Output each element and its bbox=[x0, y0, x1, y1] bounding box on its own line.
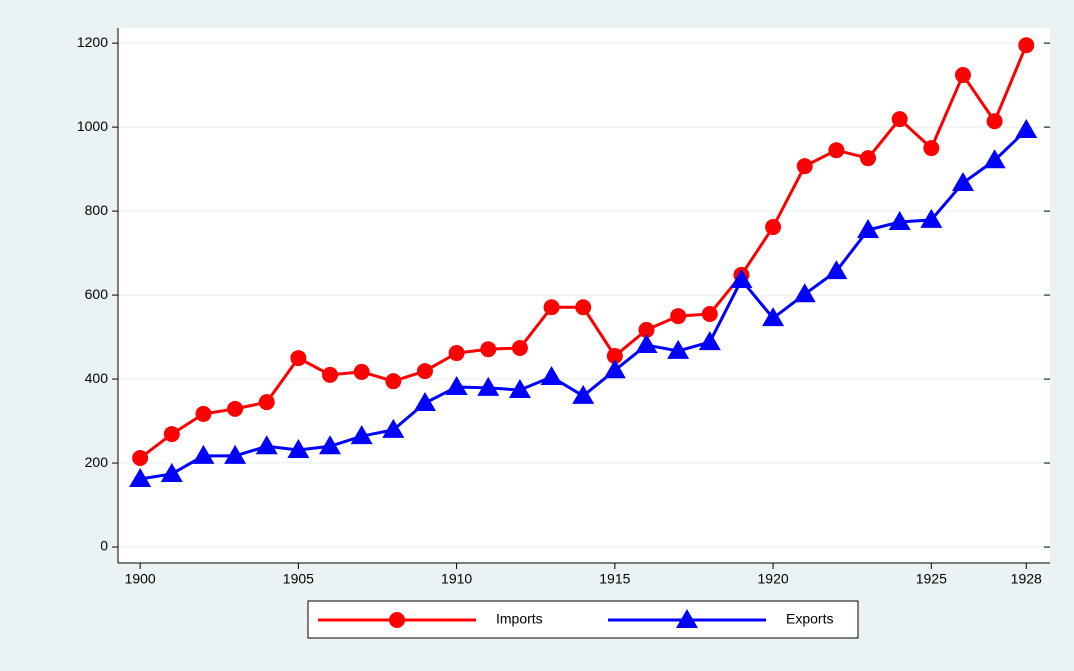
data-point bbox=[951, 171, 974, 191]
data-point bbox=[132, 450, 149, 467]
data-point bbox=[986, 113, 1003, 130]
data-point bbox=[382, 418, 405, 438]
data-point bbox=[353, 363, 370, 380]
data-point bbox=[606, 347, 623, 364]
x-tick-label: 1900 bbox=[125, 571, 156, 587]
data-point bbox=[445, 376, 468, 396]
data-point bbox=[350, 425, 373, 445]
data-point bbox=[160, 462, 183, 482]
data-point bbox=[888, 211, 911, 231]
legend-marker bbox=[676, 609, 698, 628]
data-point bbox=[954, 67, 971, 84]
legend-label: Exports bbox=[786, 611, 833, 627]
y-tick-label: 1200 bbox=[77, 34, 108, 50]
y-tick-label: 200 bbox=[85, 454, 109, 470]
y-tick-label: 1000 bbox=[77, 118, 108, 134]
data-point bbox=[575, 299, 592, 316]
data-point bbox=[511, 339, 528, 356]
data-point bbox=[416, 363, 433, 380]
data-point bbox=[638, 321, 655, 338]
data-point bbox=[508, 378, 531, 398]
data-point bbox=[1015, 119, 1038, 139]
legend-label: Imports bbox=[496, 611, 543, 627]
data-point bbox=[923, 140, 940, 157]
data-point bbox=[258, 394, 275, 411]
y-tick-label: 0 bbox=[100, 538, 108, 554]
data-point bbox=[224, 444, 247, 464]
data-point bbox=[572, 384, 595, 404]
data-point bbox=[290, 350, 307, 367]
data-point bbox=[319, 435, 342, 455]
data-point bbox=[543, 299, 560, 316]
x-tick-label: 1910 bbox=[441, 571, 472, 587]
data-point bbox=[413, 392, 436, 412]
data-point bbox=[983, 149, 1006, 169]
data-point bbox=[448, 345, 465, 362]
data-point bbox=[891, 111, 908, 128]
data-point bbox=[793, 283, 816, 303]
data-point bbox=[1018, 37, 1035, 54]
data-point bbox=[670, 308, 687, 325]
x-tick-label: 1920 bbox=[758, 571, 789, 587]
data-point bbox=[227, 400, 244, 417]
data-point bbox=[730, 268, 753, 288]
data-point bbox=[385, 373, 402, 390]
data-point bbox=[477, 376, 500, 396]
data-point bbox=[540, 365, 563, 385]
data-point bbox=[192, 444, 215, 464]
data-point bbox=[195, 405, 212, 422]
y-tick-label: 400 bbox=[85, 370, 109, 386]
data-point bbox=[860, 150, 877, 167]
y-tick-label: 800 bbox=[85, 202, 109, 218]
data-point bbox=[828, 142, 845, 159]
data-point bbox=[857, 218, 880, 238]
data-point bbox=[920, 208, 943, 228]
data-point bbox=[287, 439, 310, 459]
x-tick-label: 1915 bbox=[599, 571, 630, 587]
data-point bbox=[255, 435, 278, 455]
legend-marker bbox=[389, 612, 405, 628]
data-point bbox=[322, 366, 339, 383]
data-point bbox=[667, 339, 690, 359]
data-point bbox=[163, 426, 180, 443]
data-point bbox=[765, 219, 782, 236]
data-point bbox=[698, 331, 721, 351]
x-tick-label: 1925 bbox=[916, 571, 947, 587]
data-point bbox=[480, 341, 497, 358]
data-point bbox=[603, 359, 626, 379]
data-point bbox=[825, 260, 848, 280]
x-tick-label: 1905 bbox=[283, 571, 314, 587]
data-point bbox=[701, 305, 718, 322]
x-tick-label: 1928 bbox=[1011, 571, 1042, 587]
data-point bbox=[635, 334, 658, 354]
data-point bbox=[129, 468, 152, 488]
data-point bbox=[762, 307, 785, 327]
data-point bbox=[796, 158, 813, 175]
y-tick-label: 600 bbox=[85, 286, 109, 302]
